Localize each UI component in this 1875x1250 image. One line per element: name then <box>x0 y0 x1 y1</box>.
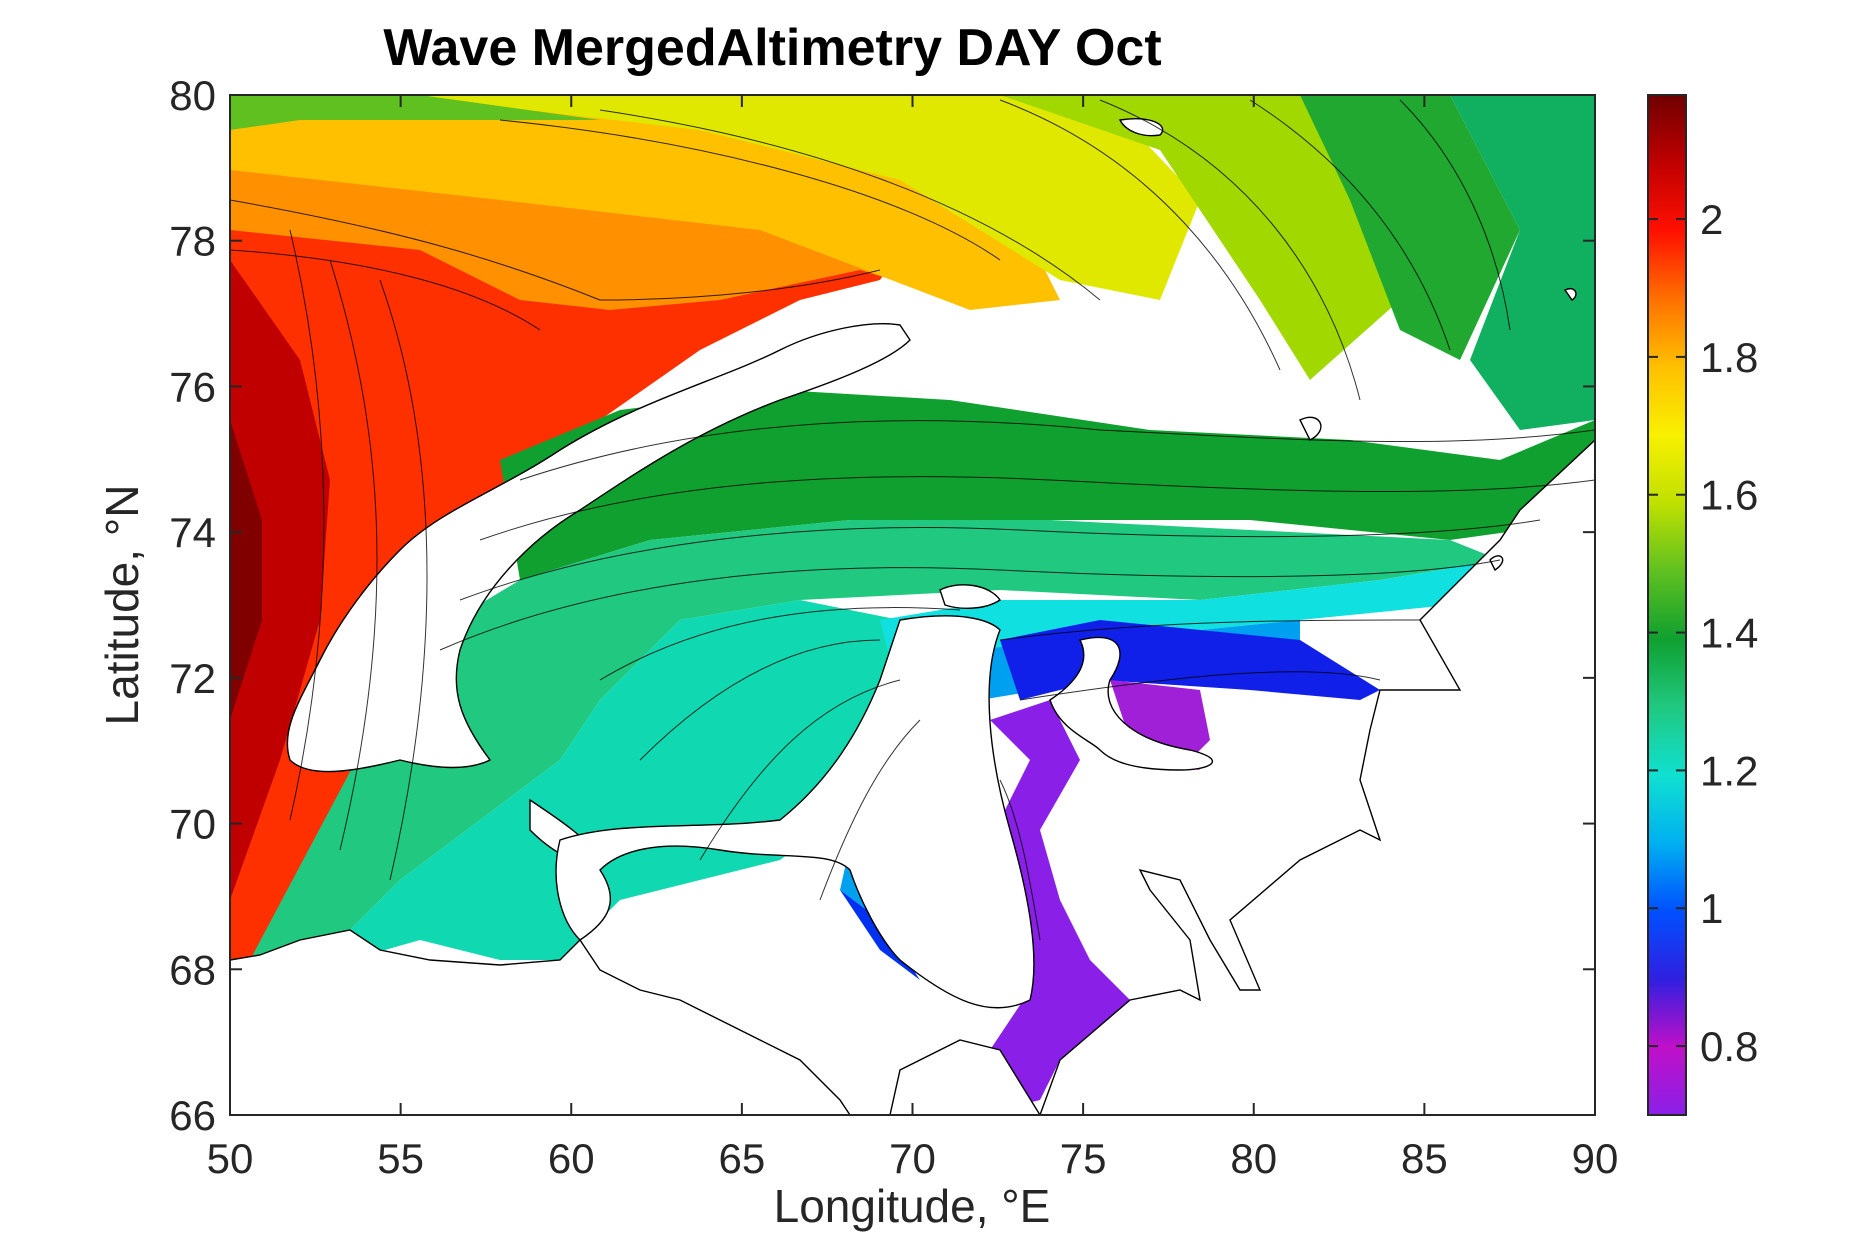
land-kola <box>230 929 851 1115</box>
field-band-purple-ob <box>990 700 1130 1110</box>
plot-area <box>230 95 1595 1115</box>
y-tick-label: 68 <box>169 946 216 993</box>
land-kara-islands <box>1489 555 1504 572</box>
y-tick-label: 78 <box>169 218 216 265</box>
field-band-teal-west <box>250 600 900 960</box>
contour-lines <box>230 99 1595 941</box>
x-tick-label: 50 <box>207 1135 254 1182</box>
field-band-lightgreen <box>230 95 600 130</box>
x-tick-label: 80 <box>1230 1135 1277 1182</box>
colorbar-tick-label: 1.6 <box>1700 472 1758 519</box>
x-tick-label: 75 <box>1060 1135 1107 1182</box>
field-band-teal-south <box>250 520 1500 960</box>
field-band-green-east <box>1450 95 1595 430</box>
y-tick-label: 66 <box>169 1092 216 1139</box>
field-band-yellow <box>400 95 1200 300</box>
land-gydan <box>1049 636 1214 771</box>
land-masses <box>230 118 1595 1115</box>
y-tick-label: 76 <box>169 363 216 410</box>
colorbar-tick-label: 1 <box>1700 885 1723 932</box>
colorbar-tick-label: 2 <box>1700 196 1723 243</box>
land-ob-gulf-shore <box>889 1039 1041 1115</box>
colorbar-tick-label: 1.2 <box>1700 747 1758 794</box>
colorbar-tick-label: 1.8 <box>1700 334 1758 381</box>
field-band-red <box>230 95 900 1000</box>
colorbar-gradient <box>1647 94 1687 1116</box>
colorbar: 0.8 1 1.2 1.4 1.6 1.8 2 <box>1647 94 1758 1116</box>
chart-title: Wave MergedAltimetry DAY Oct <box>383 19 1162 77</box>
y-tick-label: 74 <box>169 509 216 556</box>
y-tick-label: 70 <box>169 801 216 848</box>
x-axis: 50 55 60 65 70 75 80 85 90 <box>207 95 1619 1182</box>
x-axis-label: Longitude, °E <box>774 1180 1051 1232</box>
colorbar-tick-label: 0.8 <box>1700 1023 1758 1070</box>
field-band-green-north <box>1300 95 1520 360</box>
x-tick-label: 85 <box>1401 1135 1448 1182</box>
field-band-yellowgreen <box>1000 95 1400 380</box>
field-band-maroon <box>230 420 262 720</box>
field-band-green-mid <box>500 390 1595 580</box>
x-tick-label: 90 <box>1572 1135 1619 1182</box>
land-novaya-zemlya <box>286 323 911 773</box>
land-yamal <box>555 615 1035 1009</box>
x-tick-label: 70 <box>889 1135 936 1182</box>
y-axis-label: Latitude, °N <box>96 485 148 726</box>
x-tick-label: 55 <box>377 1135 424 1182</box>
x-tick-label: 65 <box>719 1135 766 1182</box>
land-east-coast <box>1039 420 1595 1115</box>
colorbar-ticks: 0.8 1 1.2 1.4 1.6 1.8 2 <box>1648 196 1758 1070</box>
colorbar-tick-label: 1.4 <box>1700 610 1758 657</box>
y-axis: 66 68 70 72 74 76 78 80 <box>169 72 1595 1139</box>
sea-field <box>230 95 1595 1110</box>
x-tick-label: 60 <box>548 1135 595 1182</box>
land-belyy-island <box>939 584 1001 609</box>
y-tick-label: 72 <box>169 655 216 702</box>
field-band-darkred <box>230 260 330 900</box>
y-tick-label: 80 <box>169 72 216 119</box>
land-ushakov <box>1563 288 1577 301</box>
